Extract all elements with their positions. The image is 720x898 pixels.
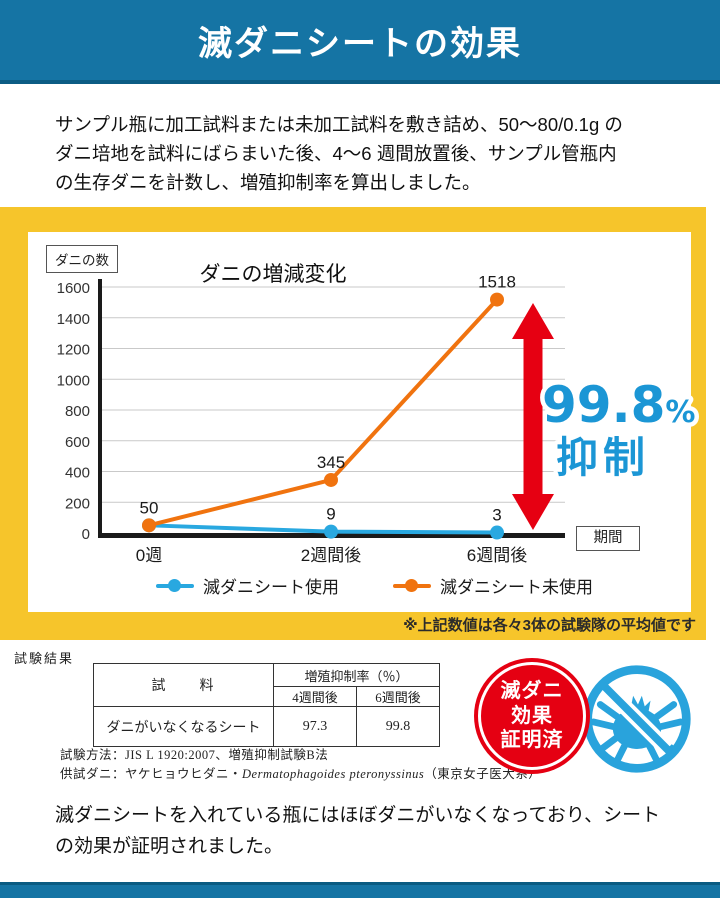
series-line bbox=[148, 523, 498, 535]
week6-header-cell: 6週間後 bbox=[356, 686, 440, 707]
legend-label: 滅ダニシート使用 bbox=[203, 578, 339, 597]
chart-frame: 0 200 400 600 800 1000 1200 1400 1600 0週 2週間後 6週間後 5… bbox=[0, 207, 706, 640]
results-section-label: 試験結果 bbox=[14, 651, 75, 666]
suppression-arrow bbox=[512, 303, 554, 530]
badge-text: 滅ダニ 効果 証明済 bbox=[501, 679, 564, 752]
header-bar: 滅ダニシートの効果 bbox=[0, 0, 720, 84]
data-point bbox=[490, 292, 504, 307]
data-label: 50 bbox=[140, 498, 159, 517]
y-tick-label: 400 bbox=[65, 465, 90, 482]
mite-line-prefix: 供試ダニ：ヤケヒョウヒダニ・ bbox=[60, 767, 243, 781]
intro-line: サンプル瓶に加工試料または未加工試料を敷き詰め、50～80/0.1g の bbox=[55, 114, 623, 135]
intro-line: ダニ培地を試料にばらまいた後、4～6 週間放置後、サンプル管瓶内 bbox=[55, 143, 617, 164]
no-mite-icon bbox=[583, 665, 691, 773]
data-point bbox=[490, 525, 504, 540]
data-label: 9 bbox=[326, 505, 335, 524]
rate-header-cell: 増殖抑制率（％） bbox=[273, 663, 440, 687]
table-row: ダニがいなくなるシート 97.3 99.8 bbox=[93, 706, 440, 747]
legend-marker-icon bbox=[393, 579, 431, 592]
footer-bar bbox=[0, 882, 720, 898]
legend-item: 滅ダニシート使用 bbox=[156, 573, 339, 598]
sample-name-cell: ダニがいなくなるシート bbox=[93, 706, 274, 747]
data-label: 1518 bbox=[478, 273, 516, 292]
legend-item: 滅ダニシート未使用 bbox=[393, 573, 593, 598]
slash-icon bbox=[600, 682, 674, 756]
data-point bbox=[324, 472, 338, 487]
intro-line: の生存ダニを計数し、増殖抑制率を算出しました。 bbox=[55, 172, 481, 193]
badge-line: 効果 bbox=[511, 704, 553, 727]
y-tick-label: 800 bbox=[65, 403, 90, 420]
week4-header-cell: 4週間後 bbox=[273, 686, 357, 707]
data-point bbox=[324, 524, 338, 539]
conclusion-text: 滅ダニシートを入れている瓶にはほぼダニがいなくなっており、シート の効果が証明さ… bbox=[55, 800, 695, 862]
suppression-percent: 99.8% bbox=[542, 376, 695, 434]
series-line bbox=[148, 298, 499, 528]
page-title: 滅ダニシートの効果 bbox=[198, 24, 522, 63]
x-tick-label: 0週 bbox=[136, 546, 162, 565]
mite-latin-name: Dermatophagoides pteronyssinus bbox=[242, 767, 425, 781]
intro-text: サンプル瓶に加工試料または未加工試料を敷き詰め、50～80/0.1g の ダニ培… bbox=[55, 110, 695, 197]
chart-card: 0 200 400 600 800 1000 1200 1400 1600 0週 2週間後 6週間後 5… bbox=[28, 232, 700, 612]
y-tick-label: 200 bbox=[65, 495, 90, 512]
y-axis-unit-label: ダニの数 bbox=[46, 245, 118, 273]
y-tick-label: 1600 bbox=[57, 280, 90, 297]
conclusion-line: 滅ダニシートを入れている瓶にはほぼダニがいなくなっており、シート bbox=[55, 805, 661, 826]
badge-line: 滅ダニ bbox=[500, 680, 564, 703]
y-tick-label: 0 bbox=[82, 526, 90, 543]
conclusion-line: の効果が証明されました。 bbox=[55, 836, 284, 857]
x-tick-label: 2週間後 bbox=[301, 546, 361, 565]
data-label: 345 bbox=[317, 453, 345, 472]
data-label: 3 bbox=[492, 506, 501, 525]
week4-value-cell: 97.3 bbox=[273, 706, 357, 747]
legend-label: 滅ダニシート未使用 bbox=[440, 578, 593, 597]
chart-note: ※上記数値は各々3体の試験隊の平均値です bbox=[403, 617, 696, 634]
sample-header-cell: 試 料 bbox=[93, 663, 274, 707]
y-tick-label: 1000 bbox=[57, 372, 90, 389]
badge-line: 証明済 bbox=[500, 729, 564, 752]
suppression-label: 抑制 bbox=[556, 433, 650, 482]
x-axis-unit-label: 期間 bbox=[576, 526, 640, 551]
data-point bbox=[142, 518, 156, 533]
results-table: 試 料 増殖抑制率（％） 4週間後 6週間後 ダニがいなくなるシート 97.3 … bbox=[93, 663, 440, 747]
y-tick-label: 600 bbox=[65, 434, 90, 451]
week6-value-cell: 99.8 bbox=[356, 706, 440, 747]
line-chart: 0 200 400 600 800 1000 1200 1400 1600 0週 2週間後 6週間後 5… bbox=[57, 273, 565, 565]
y-tick-label: 1400 bbox=[57, 311, 90, 328]
y-tick-label: 1200 bbox=[57, 342, 90, 359]
suppression-callout: 99.8% 抑制 bbox=[538, 372, 700, 487]
test-method-line: 試験方法：JIS L 1920:2007、増殖抑制試験B法 bbox=[60, 748, 329, 762]
test-mite-line: 供試ダニ：ヤケヒョウヒダニ・Dermatophagoides pteronyss… bbox=[60, 763, 541, 782]
x-tick-label: 6週間後 bbox=[467, 546, 527, 565]
badge-ring bbox=[478, 662, 586, 770]
chart-legend: 滅ダニシート使用 滅ダニシート未使用 bbox=[156, 573, 593, 598]
certified-badge: 滅ダニ 効果 証明済 bbox=[474, 658, 590, 774]
chart-title: ダニの増減変化 bbox=[199, 263, 347, 286]
legend-marker-icon bbox=[156, 579, 194, 592]
